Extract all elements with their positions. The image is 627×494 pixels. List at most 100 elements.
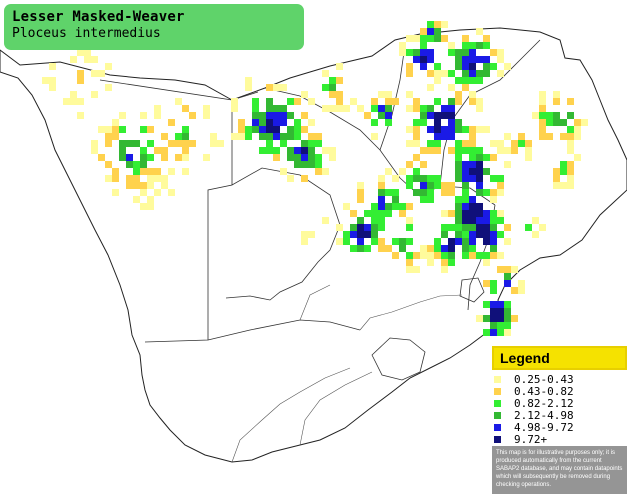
legend-swatch	[494, 400, 501, 407]
grid-cell	[497, 56, 504, 63]
grid-cell	[301, 147, 308, 154]
grid-cell	[315, 168, 322, 175]
grid-cell	[147, 196, 154, 203]
grid-cell	[427, 147, 434, 154]
grid-cell	[266, 112, 273, 119]
grid-cell	[154, 189, 161, 196]
grid-cell	[364, 210, 371, 217]
grid-cell	[490, 175, 497, 182]
grid-cell	[315, 161, 322, 168]
grid-cell	[406, 91, 413, 98]
grid-cell	[448, 245, 455, 252]
grid-cell	[427, 105, 434, 112]
grid-cell	[434, 70, 441, 77]
grid-cell	[413, 252, 420, 259]
grid-cell	[315, 154, 322, 161]
grid-cell	[574, 126, 581, 133]
grid-cell	[518, 280, 525, 287]
grid-cell	[553, 168, 560, 175]
grid-cell	[581, 119, 588, 126]
grid-cell	[147, 154, 154, 161]
grid-cell	[553, 175, 560, 182]
grid-cell	[420, 252, 427, 259]
grid-cell	[357, 224, 364, 231]
grid-cell	[280, 133, 287, 140]
grid-cell	[182, 168, 189, 175]
grid-cell	[119, 147, 126, 154]
grid-cell	[280, 140, 287, 147]
grid-cell	[483, 315, 490, 322]
grid-cell	[336, 105, 343, 112]
grid-cell	[140, 147, 147, 154]
grid-cell	[378, 189, 385, 196]
grid-cell	[378, 175, 385, 182]
grid-cell	[469, 77, 476, 84]
grid-cell	[203, 105, 210, 112]
grid-cell	[427, 35, 434, 42]
grid-cell	[378, 238, 385, 245]
grid-cell	[301, 161, 308, 168]
grid-cell	[273, 84, 280, 91]
grid-cell	[469, 56, 476, 63]
province-borders	[231, 284, 463, 463]
grid-cell	[427, 84, 434, 91]
grid-cell	[497, 322, 504, 329]
grid-cell	[287, 175, 294, 182]
grid-cell	[168, 119, 175, 126]
grid-cell	[266, 133, 273, 140]
grid-cell	[483, 70, 490, 77]
legend-range: 0.82-2.12	[514, 397, 574, 410]
grid-cell	[441, 259, 448, 266]
grid-cell	[448, 112, 455, 119]
grid-cell	[385, 203, 392, 210]
grid-cell	[77, 98, 84, 105]
grid-cell	[308, 133, 315, 140]
grid-cell	[476, 252, 483, 259]
grid-cell	[448, 49, 455, 56]
grid-cell	[147, 140, 154, 147]
grid-cell	[406, 175, 413, 182]
grid-cell	[238, 119, 245, 126]
grid-cell	[133, 140, 140, 147]
grid-cell	[476, 168, 483, 175]
grid-cell	[371, 133, 378, 140]
grid-cell	[476, 217, 483, 224]
grid-cell	[266, 105, 273, 112]
species-scientific-name: Ploceus intermedius	[12, 26, 161, 41]
grid-cell	[301, 231, 308, 238]
grid-cell	[462, 252, 469, 259]
grid-cell	[490, 217, 497, 224]
grid-cell	[413, 168, 420, 175]
grid-cell	[553, 91, 560, 98]
grid-cell	[441, 21, 448, 28]
grid-cell	[427, 140, 434, 147]
grid-cell	[371, 98, 378, 105]
grid-cell	[567, 147, 574, 154]
grid-cell	[406, 238, 413, 245]
grid-cell	[112, 189, 119, 196]
grid-cell	[504, 273, 511, 280]
grid-cell	[413, 98, 420, 105]
grid-cell	[525, 154, 532, 161]
grid-cell	[483, 280, 490, 287]
grid-cell	[504, 280, 511, 287]
grid-cell	[294, 133, 301, 140]
legend-swatch	[494, 436, 501, 443]
grid-cell	[336, 63, 343, 70]
grid-cell	[441, 182, 448, 189]
grid-cell	[511, 140, 518, 147]
grid-cell	[119, 112, 126, 119]
grid-cell	[259, 147, 266, 154]
grid-cell	[406, 140, 413, 147]
grid-cell	[434, 147, 441, 154]
grid-cell	[371, 210, 378, 217]
grid-cell	[133, 161, 140, 168]
grid-cell	[392, 252, 399, 259]
grid-cell	[448, 70, 455, 77]
grid-cell	[553, 98, 560, 105]
grid-cell	[567, 161, 574, 168]
grid-cell	[42, 77, 49, 84]
grid-cell	[448, 126, 455, 133]
grid-cell	[448, 105, 455, 112]
legend-header: Legend	[492, 346, 627, 370]
